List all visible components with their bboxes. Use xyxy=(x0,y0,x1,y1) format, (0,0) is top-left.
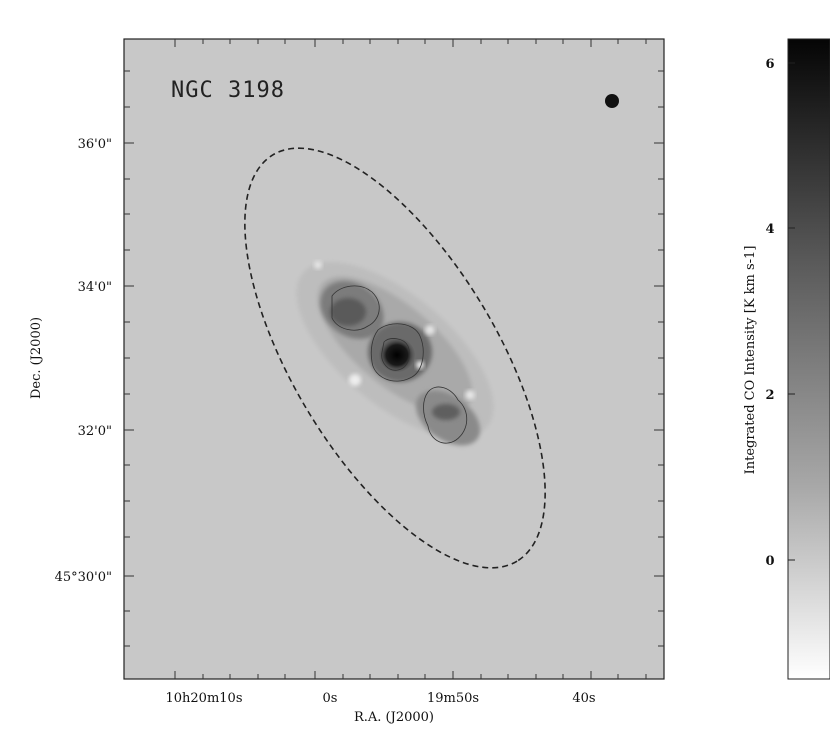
colorbar-tick-label: 2 xyxy=(765,388,774,403)
tick-marks xyxy=(124,39,664,679)
y-tick-label: 45°30'0" xyxy=(55,570,112,585)
object-name: NGC 3198 xyxy=(171,78,285,103)
y-tick-labels: 36'0" 34'0" 32'0" 45°30'0" xyxy=(55,137,112,585)
colorbar-tick-label: 0 xyxy=(765,554,774,569)
y-tick-label: 34'0" xyxy=(78,280,112,295)
x-tick-label: 10h20m10s xyxy=(166,691,243,706)
x-axis-label: R.A. (J2000) xyxy=(354,710,434,725)
colorbar-label: Integrated CO Intensity [K km s-1] xyxy=(743,246,758,475)
emission-peak xyxy=(379,338,415,372)
colorbar: 6 4 2 0 Integrated CO Intensity [K km s-… xyxy=(743,38,830,680)
y-axis-label: Dec. (J2000) xyxy=(29,317,44,399)
colorbar-tick-label: 6 xyxy=(765,57,774,72)
y-tick-label: 32'0" xyxy=(78,424,112,439)
x-tick-label: 40s xyxy=(572,691,595,706)
beam-icon xyxy=(605,94,619,108)
colorbar-gradient xyxy=(787,38,830,680)
x-tick-label: 0s xyxy=(323,691,338,706)
y-tick-label: 36'0" xyxy=(78,137,112,152)
colorbar-tick-label: 4 xyxy=(765,222,774,237)
intensity-contours xyxy=(331,285,468,444)
x-tick-label: 19m50s xyxy=(427,691,479,706)
map-panel: NGC 3198 xyxy=(123,38,665,680)
x-tick-labels: 10h20m10s 0s 19m50s 40s xyxy=(166,691,596,706)
